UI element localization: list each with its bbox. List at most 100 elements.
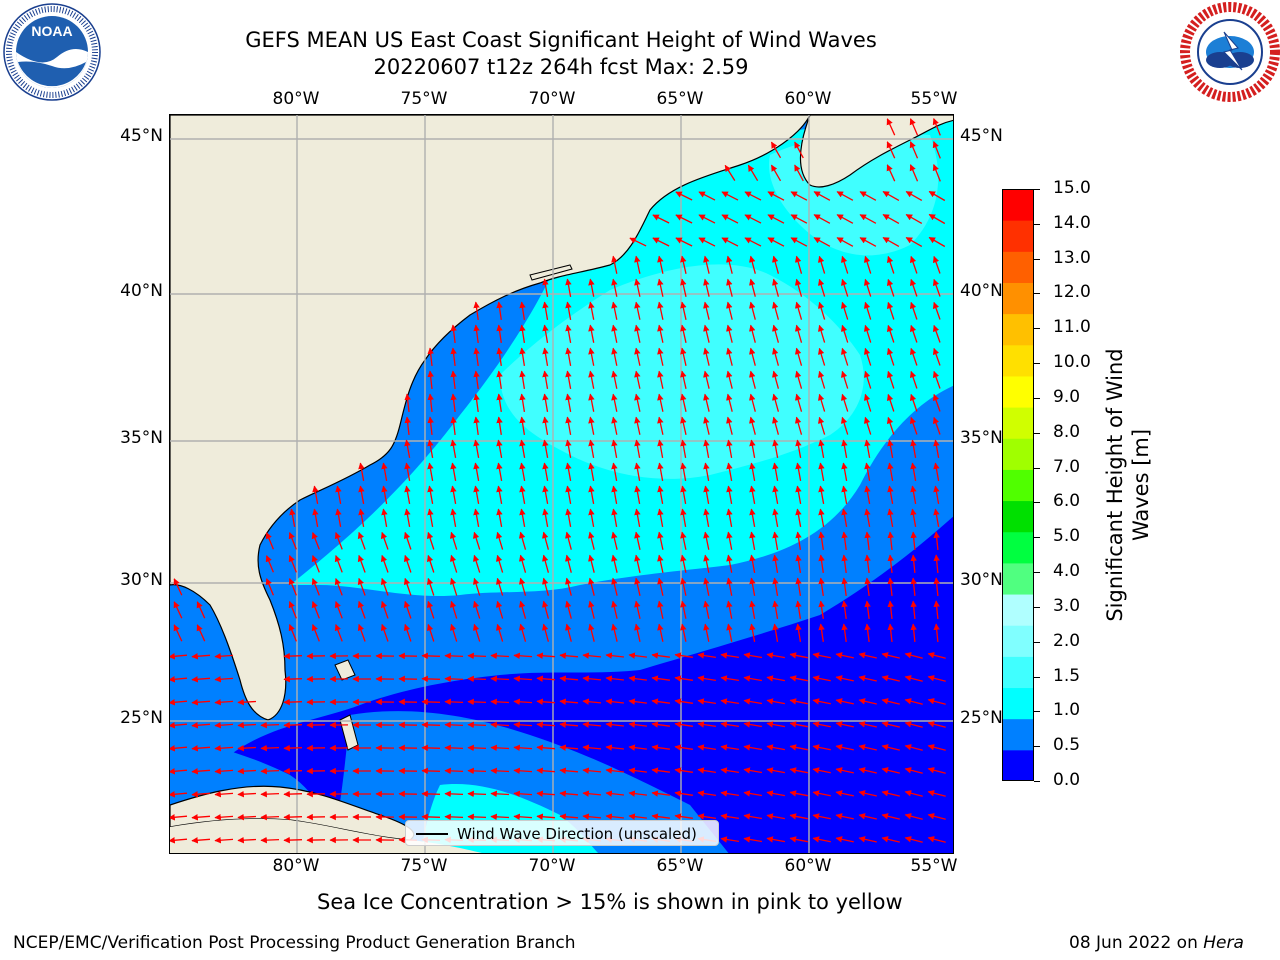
wave-direction-arrow [628,813,647,820]
wave-direction-arrow [518,531,527,550]
wave-direction-arrow [312,485,319,505]
wave-direction-arrow [542,347,549,367]
wave-direction-arrow [747,164,759,182]
colorbar-tick-mark [1034,258,1040,260]
wave-direction-arrow [629,237,647,247]
wave-direction-arrow [191,745,211,752]
wave-direction-arrow [611,347,618,366]
wave-direction-arrow [467,813,487,821]
wave-direction-arrow [518,554,527,573]
wave-direction-arrow [887,462,894,482]
top-lon-label: 60°W [784,89,832,109]
wave-direction-arrow [789,790,808,797]
wave-direction-arrow [743,652,763,659]
left-lat-label: 40°N [120,281,163,301]
wave-direction-arrow [932,324,941,343]
wave-direction-arrow [766,744,786,751]
wave-direction-arrow [909,118,919,136]
wave-direction-arrow [651,790,670,797]
wave-direction-arrow [886,324,895,343]
colorbar-tick-label: 11.0 [1053,317,1091,338]
wave-direction-arrow [841,577,848,596]
wave-direction-arrow [536,813,556,820]
wave-direction-arrow [450,508,457,528]
wave-direction-arrow [772,554,779,574]
wave-direction-arrow [744,237,762,247]
wave-direction-arrow [703,600,710,619]
colorbar-tick-mark [1034,363,1040,365]
wave-direction-arrow [657,531,664,550]
wave-direction-arrow [703,301,710,320]
wave-direction-arrow [680,255,687,274]
wave-direction-arrow [858,836,877,843]
wave-direction-arrow [260,813,280,821]
wave-direction-arrow [588,301,595,320]
wave-direction-arrow [380,600,389,619]
colorbar-bin [1002,282,1034,315]
wave-direction-arrow [173,601,183,619]
wave-direction-arrow [726,255,733,274]
wave-direction-arrow [863,347,872,366]
colorbar-tick-mark [1034,676,1040,678]
wave-direction-arrow [864,508,871,528]
wave-direction-arrow [927,698,946,705]
wave-direction-arrow [628,698,647,705]
wave-direction-arrow [932,370,941,389]
wave-direction-arrow [542,370,549,390]
wave-direction-arrow [582,652,602,659]
wave-direction-arrow [794,347,803,366]
wave-direction-arrow [403,531,412,550]
wave-direction-arrow [749,508,756,528]
wave-direction-arrow [657,600,664,619]
wave-direction-arrow [840,347,849,366]
wave-direction-arrow [886,255,895,274]
wave-direction-arrow [789,721,808,728]
wave-direction-arrow [813,237,831,247]
left-lat-label: 25°N [120,708,163,728]
wave-direction-arrow [680,508,687,528]
wave-direction-arrow [835,721,854,728]
wave-direction-arrow [904,790,923,797]
bottom-lon-label: 65°W [656,856,704,876]
wave-direction-arrow [749,324,756,343]
wave-direction-arrow [518,600,527,619]
wave-direction-arrow [404,393,411,412]
wave-direction-arrow [634,255,641,274]
wave-direction-arrow [634,554,641,573]
wave-direction-arrow [588,324,595,343]
wave-direction-arrow [657,278,664,297]
wave-direction-arrow [726,508,733,528]
wave-direction-arrow [840,370,849,389]
wave-direction-arrow [496,439,503,459]
wave-direction-arrow [450,485,457,505]
wave-direction-arrow [582,767,602,774]
wave-direction-arrow [720,652,740,659]
wave-direction-arrow [886,301,895,320]
wave-direction-arrow [565,600,572,619]
colorbar-label: Significant Height of Wind Waves [m] [1102,348,1154,621]
wave-direction-arrow [697,767,717,774]
wave-direction-arrow [904,721,923,728]
wave-direction-arrow [170,653,188,660]
wave-direction-arrow [444,652,464,660]
wave-direction-arrow [565,301,572,321]
wave-direction-arrow [909,370,918,389]
wave-direction-arrow [513,652,533,660]
wave-direction-arrow [283,790,303,798]
wave-direction-arrow [863,416,872,435]
wave-direction-arrow [191,837,211,844]
wave-direction-arrow [536,675,556,682]
wave-direction-arrow [927,652,946,659]
wave-direction-arrow [858,721,877,728]
wave-direction-arrow [651,721,670,728]
wave-direction-arrow [651,675,670,682]
wave-direction-arrow [611,531,618,550]
wave-direction-arrow [519,347,526,367]
colorbar [1002,189,1034,781]
wave-direction-arrow [444,767,464,775]
wave-direction-arrow [766,652,786,659]
wave-direction-arrow [565,462,572,482]
wave-direction-arrow [450,439,457,459]
wave-direction-arrow [858,744,877,751]
wave-direction-arrow [403,600,412,619]
